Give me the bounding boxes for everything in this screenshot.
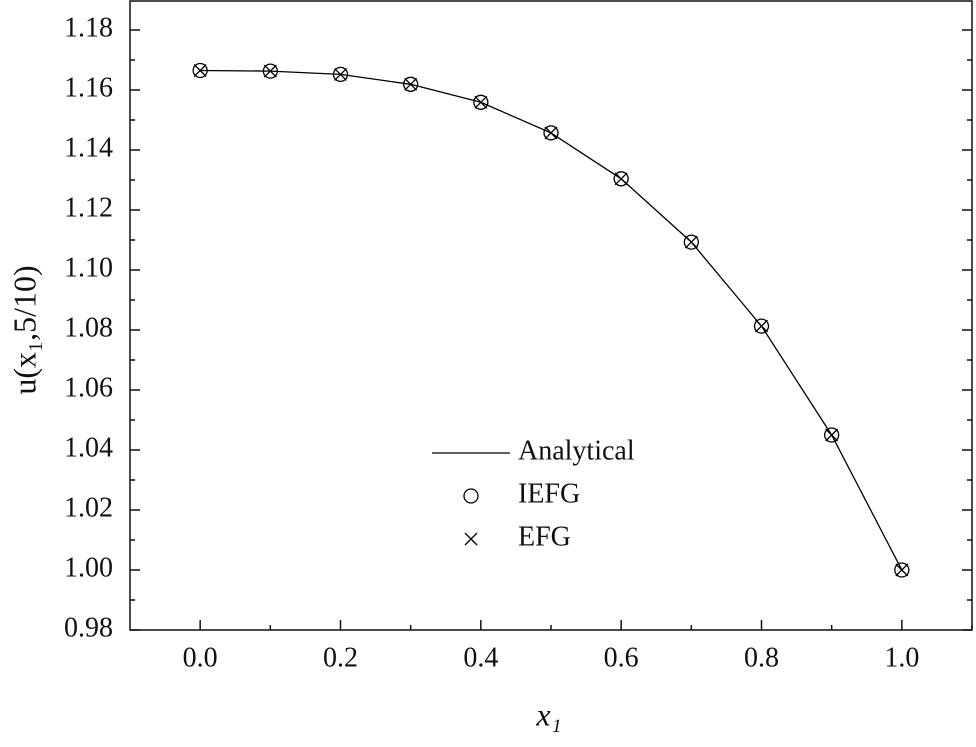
marker — [473, 94, 489, 110]
marker — [403, 76, 419, 92]
x-tick-label: 1.0 — [884, 642, 919, 673]
x-tick-label: 0.0 — [183, 642, 218, 673]
marker — [894, 562, 910, 578]
marker — [404, 77, 418, 91]
y-tick-label: 1.00 — [64, 552, 113, 583]
y-tick-label: 0.98 — [64, 612, 113, 643]
legend-marker — [463, 488, 479, 504]
y-tick-label: 1.02 — [64, 492, 113, 523]
marker — [474, 95, 488, 109]
marker — [614, 172, 628, 186]
y-tick-label: 1.18 — [64, 12, 113, 43]
x-tick-label: 0.8 — [744, 642, 779, 673]
marker — [332, 66, 349, 83]
y-tick-label: 1.16 — [64, 72, 113, 103]
marker — [824, 427, 840, 443]
x-tick-label: 0.2 — [323, 642, 358, 673]
marker — [755, 319, 768, 333]
y-axis-title: u(x₁,5/10) — [6, 265, 42, 394]
legend-label: EFG — [518, 521, 571, 552]
marker — [613, 171, 629, 187]
x-tick-label: 0.6 — [604, 642, 639, 673]
marker — [544, 126, 558, 140]
marker — [895, 563, 909, 577]
y-tick-label: 1.08 — [64, 312, 113, 343]
legend-label: Analytical — [518, 435, 635, 466]
marker — [684, 235, 698, 249]
marker — [262, 63, 278, 79]
marker — [753, 318, 770, 334]
marker — [683, 234, 699, 250]
y-tick-label: 1.04 — [64, 432, 113, 463]
legend-marker — [464, 532, 478, 546]
y-tick-label: 1.14 — [64, 132, 113, 163]
x-axis-title: x₁ — [535, 696, 561, 732]
marker — [334, 67, 347, 81]
x-tick-label: 0.4 — [463, 642, 498, 673]
legend-label: IEFG — [518, 478, 580, 509]
y-tick-label: 1.12 — [64, 192, 113, 223]
y-tick-label: 1.06 — [64, 372, 113, 403]
marker — [825, 428, 839, 442]
marker — [263, 64, 277, 78]
marker — [192, 62, 208, 79]
marker — [193, 64, 207, 77]
y-tick-label: 1.10 — [64, 252, 113, 283]
marker — [543, 125, 559, 141]
